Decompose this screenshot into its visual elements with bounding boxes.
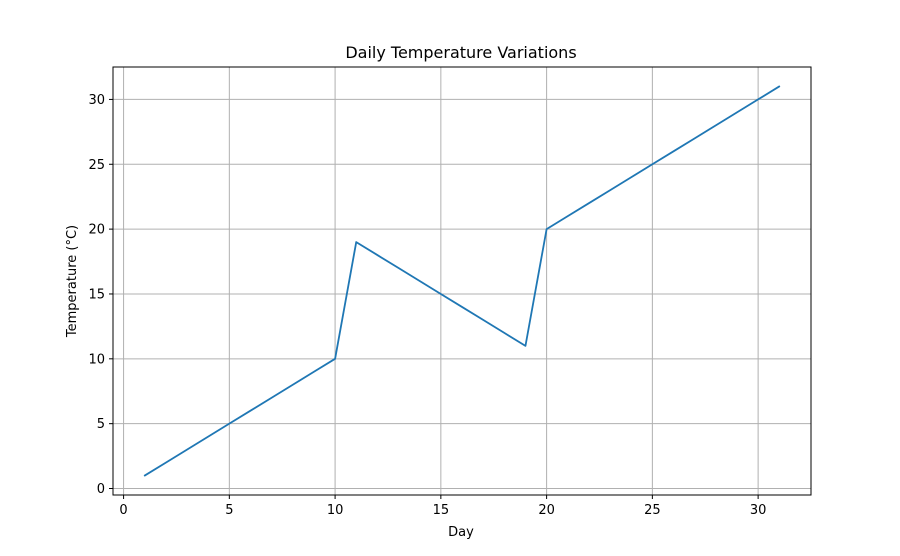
x-tick-label: 30 bbox=[750, 503, 767, 518]
series bbox=[143, 85, 781, 477]
y-tick-label: 15 bbox=[88, 287, 105, 302]
y-tick-label: 10 bbox=[88, 352, 105, 367]
chart-title: Daily Temperature Variations bbox=[345, 43, 576, 62]
grid bbox=[113, 67, 811, 495]
x-tick-label: 10 bbox=[327, 503, 344, 518]
y-tick-label: 5 bbox=[97, 417, 105, 432]
x-tick-label: 25 bbox=[644, 503, 661, 518]
ticks: 0 5 10 15 20 25 30 0 5 10 15 20 25 30 bbox=[88, 93, 766, 518]
y-axis-label: Temperature (°C) bbox=[65, 225, 80, 338]
y-tick-label: 20 bbox=[88, 223, 105, 238]
x-tick-label: 15 bbox=[433, 503, 450, 518]
y-tick-label: 25 bbox=[88, 158, 105, 173]
x-axis-label: Day bbox=[448, 525, 474, 540]
y-tick-label: 0 bbox=[97, 482, 105, 497]
x-tick-label: 20 bbox=[538, 503, 555, 518]
y-tick-label: 30 bbox=[88, 93, 105, 108]
plot-frame bbox=[112, 66, 812, 496]
x-tick-label: 5 bbox=[225, 503, 233, 518]
x-tick-label: 0 bbox=[119, 503, 127, 518]
series-line bbox=[143, 85, 781, 477]
